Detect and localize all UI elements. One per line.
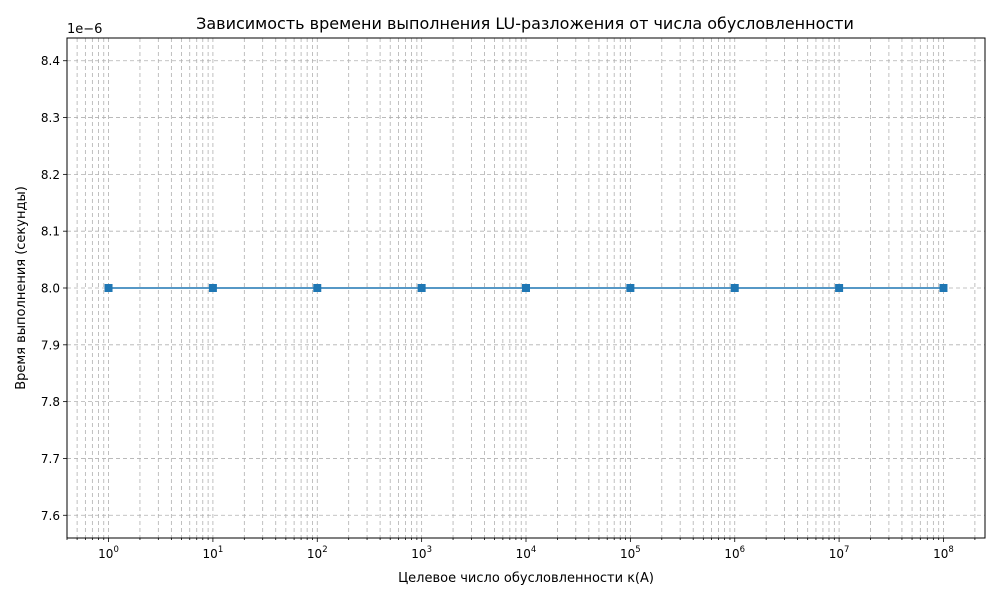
x-tick-label: 108 (933, 545, 954, 561)
x-tick-label: 106 (724, 545, 745, 561)
data-point-marker (208, 284, 217, 292)
data-point-marker (417, 284, 426, 292)
x-axis-label: Целевое число обусловленности κ(A) (398, 571, 654, 586)
grid-lines (66, 38, 985, 538)
y-tick-label: 8.1 (41, 225, 60, 239)
y-tick-label: 7.6 (41, 509, 60, 523)
x-tick-label: 103 (411, 545, 432, 561)
x-tick-label: 100 (98, 545, 119, 561)
data-point-marker (939, 284, 948, 292)
chart-title: Зависимость времени выполнения LU-разлож… (196, 14, 854, 33)
y-axis-multiplier: 1e−6 (67, 22, 102, 37)
x-tick-label: 104 (516, 545, 537, 561)
x-axis-ticks: 100 101 102 103 104 105 106 107 108 (66, 538, 976, 561)
data-point-marker (104, 284, 113, 292)
y-tick-label: 8.2 (41, 168, 60, 182)
y-tick-label: 7.7 (41, 452, 60, 466)
y-tick-label: 7.9 (41, 338, 60, 352)
y-tick-label: 8.3 (41, 111, 60, 125)
x-tick-label: 107 (829, 545, 850, 561)
data-point-marker (835, 284, 844, 292)
x-tick-label: 101 (203, 545, 224, 561)
series-layer (104, 284, 948, 292)
y-axis-ticks: 7.6 7.7 7.8 7.9 8.0 8.1 8.2 8.3 8.4 (41, 54, 67, 523)
data-point-marker (730, 284, 739, 292)
y-tick-label: 8.4 (41, 54, 60, 68)
y-tick-label: 7.8 (41, 395, 60, 409)
x-tick-label: 102 (307, 545, 328, 561)
x-tick-label: 105 (620, 545, 641, 561)
y-tick-label: 8.0 (41, 282, 60, 296)
data-point-marker (522, 284, 530, 292)
y-axis-label: Время выполнения (секунды) (14, 186, 29, 390)
data-point-marker (313, 284, 322, 292)
data-point-marker (626, 284, 635, 292)
